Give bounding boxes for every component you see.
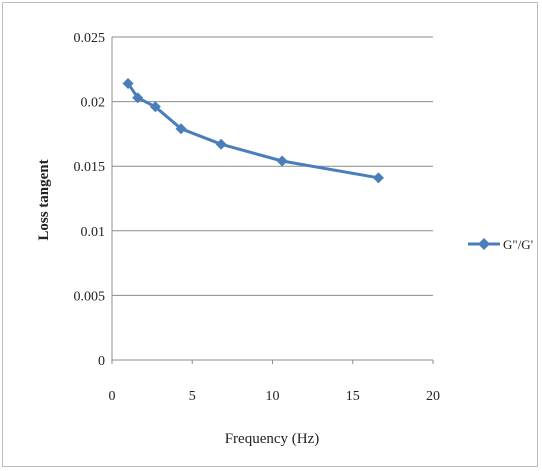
y-tick-label: 0.005 [74,289,106,304]
legend-series-label: G"/G' [503,237,533,252]
data-point [215,138,227,150]
x-tick-label: 5 [189,389,196,404]
legend: G"/G' [468,237,533,252]
chart-frame [2,2,538,467]
y-tick-labels: 0 0.005 0.01 0.015 0.02 0.025 [74,31,106,369]
legend-series-marker [478,238,490,250]
data-point [175,123,187,135]
x-axis-title: Frequency (Hz) [225,431,320,447]
x-tick-label: 20 [426,389,440,404]
y-tick-label: 0.01 [81,225,106,240]
x-tick-label: 15 [346,389,360,404]
data-point [149,101,161,113]
data-point [372,172,384,184]
y-tick-label: 0 [98,354,105,369]
x-tick-label: 10 [266,389,280,404]
plot-area [122,78,384,184]
gridlines [112,36,433,296]
y-axis-title: Loss tangent [36,159,52,240]
data-point [122,78,134,90]
y-tick-label: 0.02 [81,96,106,111]
y-tick-label: 0.025 [74,31,106,46]
y-tick-label: 0.015 [74,160,106,175]
x-tick-label: 0 [109,389,116,404]
series-line [126,82,379,180]
axes [111,37,434,364]
data-point [276,155,288,167]
x-tick-labels: 0 5 10 15 20 [109,389,441,404]
data-point [132,92,144,104]
